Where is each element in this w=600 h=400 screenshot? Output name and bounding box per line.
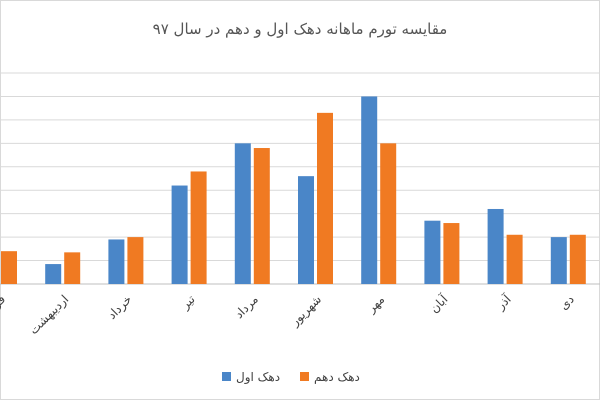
bar bbox=[443, 223, 460, 284]
bar bbox=[234, 143, 251, 284]
bar bbox=[569, 234, 586, 284]
bar bbox=[190, 171, 207, 284]
bar bbox=[108, 239, 125, 284]
legend-label: دهک دهم bbox=[314, 370, 360, 384]
bar bbox=[317, 112, 333, 284]
bar bbox=[487, 208, 504, 284]
bar bbox=[171, 185, 188, 284]
legend-label: دهک اول bbox=[236, 370, 280, 385]
bar bbox=[127, 237, 144, 284]
bar bbox=[64, 252, 81, 284]
bar bbox=[361, 96, 378, 284]
bar bbox=[253, 148, 270, 284]
bar bbox=[380, 143, 397, 284]
bar bbox=[1, 251, 17, 284]
bar bbox=[550, 237, 567, 284]
chart-title: مقایسه تورم ماهانه دهک اول و دهم در سال … bbox=[153, 20, 448, 38]
bar bbox=[298, 176, 314, 284]
legend-swatch bbox=[300, 372, 309, 381]
bar bbox=[506, 234, 523, 284]
bar bbox=[424, 220, 441, 284]
legend-swatch bbox=[222, 372, 231, 381]
bar bbox=[45, 264, 62, 284]
